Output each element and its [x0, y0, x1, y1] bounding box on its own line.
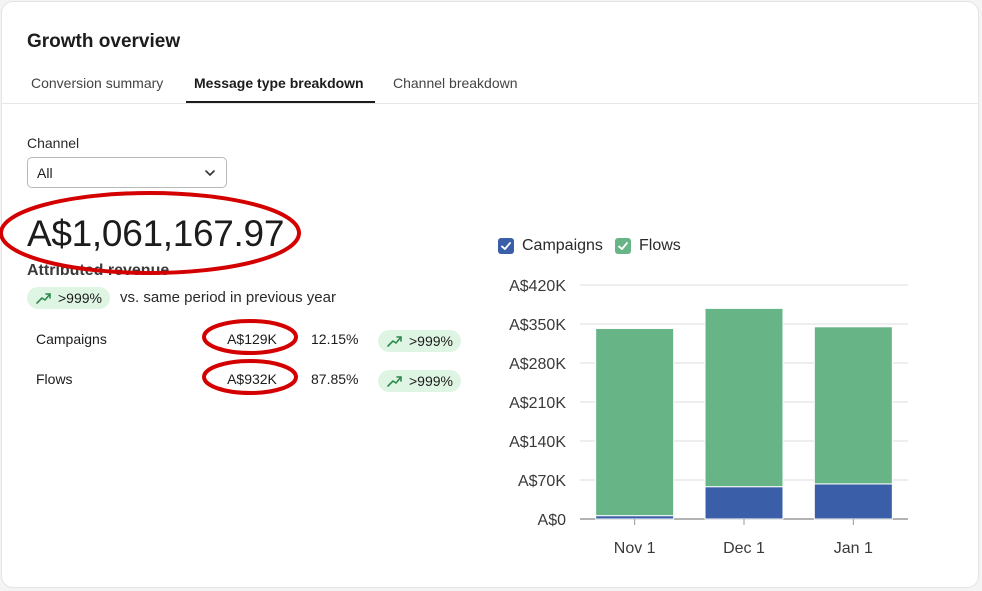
x-tick-label: Nov 1	[614, 540, 656, 557]
breakdown-percent-campaigns: 12.15%	[311, 331, 359, 347]
change-badge: >999%	[27, 287, 110, 309]
legend-label-flows: Flows	[639, 237, 681, 254]
tab-message-type-breakdown[interactable]: Message type breakdown	[194, 75, 364, 91]
chevron-down-icon	[205, 170, 215, 176]
bar-flows-nov-1	[595, 327, 675, 517]
active-tab-indicator	[186, 101, 375, 103]
breakdown-amount-campaigns: A$129K	[227, 331, 277, 347]
card-title: Growth overview	[27, 31, 181, 52]
tab-channel-breakdown[interactable]: Channel breakdown	[393, 75, 518, 91]
channel-filter-label: Channel	[27, 135, 80, 151]
bar-flows-dec-1	[704, 307, 784, 488]
tab-conversion-summary[interactable]: Conversion summary	[31, 75, 164, 91]
trending-up-icon	[387, 336, 402, 347]
y-tick-label: A$140K	[509, 434, 566, 451]
channel-select[interactable]: All	[27, 157, 227, 188]
checkbox-checked-icon	[498, 238, 514, 254]
breakdown-label-campaigns: Campaigns	[36, 331, 107, 347]
y-tick-label: A$0	[538, 512, 567, 529]
breakdown-amount-flows: A$932K	[227, 371, 277, 387]
y-tick-label: A$420K	[509, 278, 566, 295]
change-badge-text: >999%	[409, 373, 453, 389]
comparison-text: vs. same period in previous year	[120, 289, 336, 306]
breakdown-percent-flows: 87.85%	[311, 371, 359, 387]
y-tick-label: A$210K	[509, 395, 566, 412]
breakdown-label-flows: Flows	[36, 371, 73, 387]
trending-up-icon	[387, 376, 402, 387]
channel-select-value: All	[37, 165, 53, 181]
attributed-revenue-label: Attributed revenue	[27, 262, 170, 279]
checkbox-checked-icon	[615, 238, 631, 254]
y-tick-label: A$280K	[509, 356, 566, 373]
bar-flows-jan-1	[813, 326, 893, 485]
revenue-bar-chart: A$0 A$70K A$140K A$210K A$280K A$350K A$420K No…	[509, 278, 908, 557]
change-badge-flows: >999%	[378, 370, 461, 392]
legend-label-campaigns: Campaigns	[522, 237, 603, 254]
bar-campaigns-nov-1	[595, 515, 675, 520]
x-tick-label: Jan 1	[834, 540, 873, 557]
y-tick-label: A$70K	[518, 473, 566, 490]
x-tick-label: Dec 1	[723, 540, 765, 557]
trending-up-icon	[36, 293, 51, 304]
y-tick-label: A$350K	[509, 317, 566, 334]
attributed-revenue-total: A$1,061,167.97	[27, 213, 285, 254]
change-badge-text: >999%	[409, 333, 453, 349]
change-badge-campaigns: >999%	[378, 330, 461, 352]
change-badge-text: >999%	[58, 290, 102, 306]
bar-campaigns-jan-1	[813, 483, 893, 520]
tab-bar: Conversion summary Message type breakdow…	[2, 64, 978, 104]
bar-campaigns-dec-1	[704, 486, 784, 520]
